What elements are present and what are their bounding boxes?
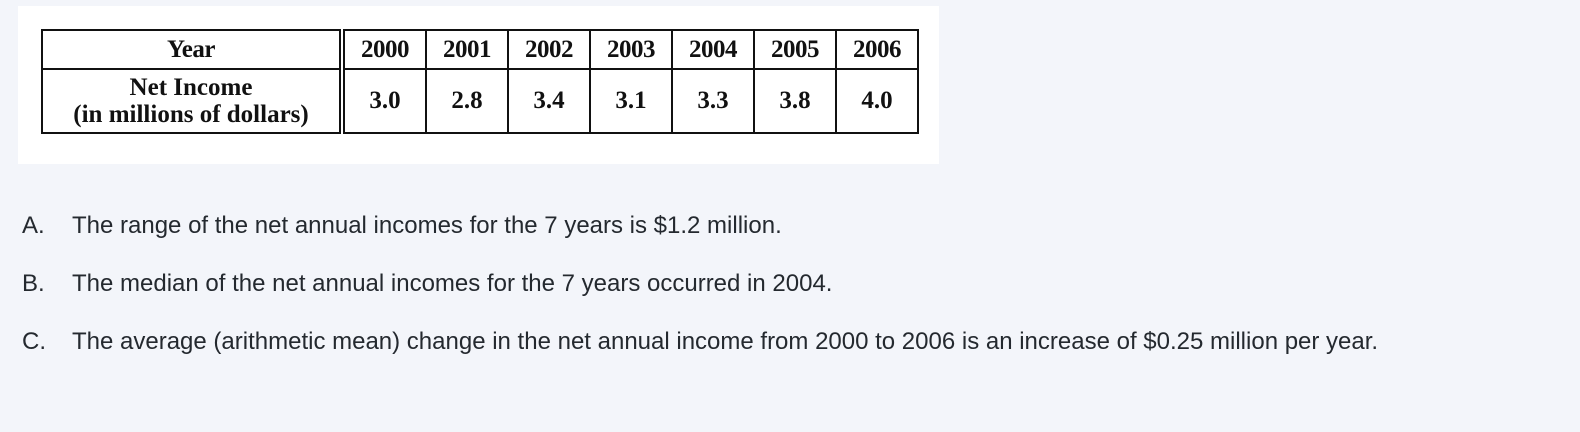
option-letter: B. <box>22 270 45 297</box>
option-text: The median of the net annual incomes for… <box>72 270 833 297</box>
income-cell: 3.4 <box>507 68 591 134</box>
year-cell: 2002 <box>507 29 591 70</box>
option-text: The range of the net annual incomes for … <box>72 212 782 239</box>
year-cell: 2003 <box>589 29 673 70</box>
income-cell: 2.8 <box>425 68 509 134</box>
table-row-year: Year 2000 2001 2002 2003 2004 2005 2006 <box>41 29 919 70</box>
year-cell: 2004 <box>671 29 755 70</box>
year-header: Year <box>41 29 345 70</box>
income-cell: 3.1 <box>589 68 673 134</box>
option-letter: A. <box>22 212 45 239</box>
year-cell: 2001 <box>425 29 509 70</box>
income-header-line2: (in millions of dollars) <box>73 101 309 128</box>
income-cell: 3.8 <box>753 68 837 134</box>
income-cell: 3.3 <box>671 68 755 134</box>
income-header-line1: Net Income <box>129 74 253 101</box>
option-text: The average (arithmetic mean) change in … <box>72 328 1379 355</box>
option-letter: C. <box>22 328 46 355</box>
net-income-table: Year 2000 2001 2002 2003 2004 2005 2006 … <box>41 29 919 134</box>
option-c: C. The average (arithmetic mean) change … <box>22 322 1562 362</box>
table-figure: Year 2000 2001 2002 2003 2004 2005 2006 … <box>18 6 939 164</box>
year-cell: 2005 <box>753 29 837 70</box>
answer-options: A. The range of the net annual incomes f… <box>22 206 1562 380</box>
year-cell: 2006 <box>835 29 919 70</box>
option-b: B. The median of the net annual incomes … <box>22 264 1562 304</box>
year-cell: 2000 <box>341 29 427 70</box>
income-header: Net Income (in millions of dollars) <box>41 68 345 134</box>
table-row-income: Net Income (in millions of dollars) 3.0 … <box>41 68 919 134</box>
income-cell: 3.0 <box>341 68 427 134</box>
income-cell: 4.0 <box>835 68 919 134</box>
option-a: A. The range of the net annual incomes f… <box>22 206 1562 246</box>
